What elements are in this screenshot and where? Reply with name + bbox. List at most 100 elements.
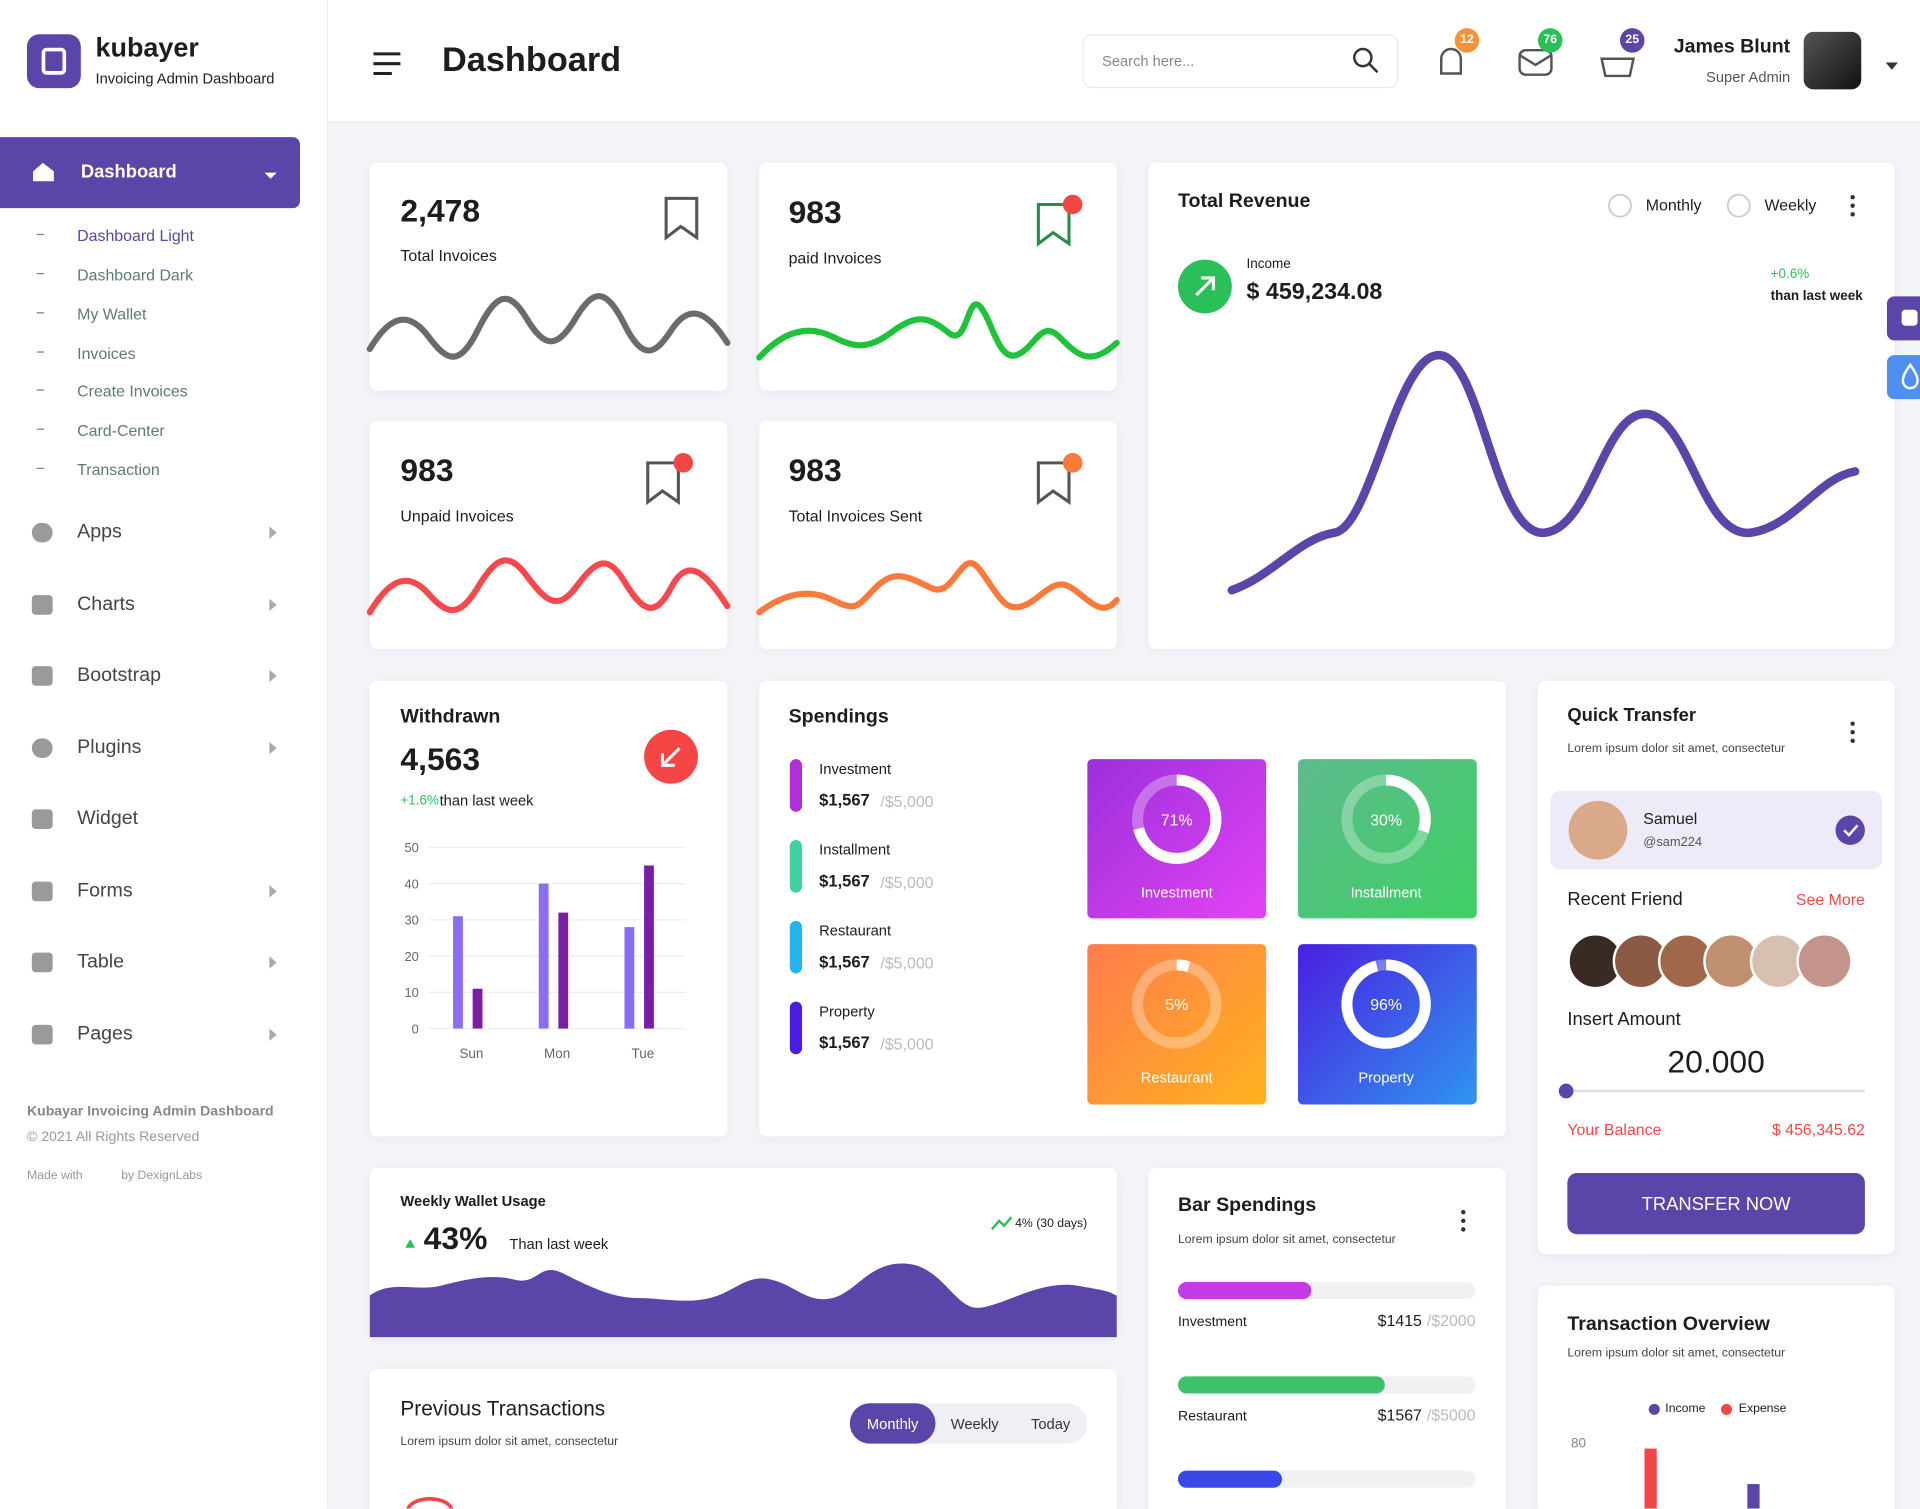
quick-transfer-card — [1537, 680, 1895, 1254]
menu-item[interactable]: Apps — [77, 521, 122, 543]
button-label: TRANSFER NOW — [1641, 1193, 1791, 1215]
card-title: Withdrawn — [400, 706, 501, 728]
submenu-item[interactable]: Create Invoices — [77, 382, 188, 401]
change: +0.6% — [1770, 266, 1810, 282]
card-title: Weekly Wallet Usage — [400, 1192, 546, 1210]
user-name: James Blunt — [1673, 36, 1791, 58]
badge-count: 76 — [1543, 33, 1558, 47]
badge-count: 12 — [1460, 33, 1474, 47]
logo-glyph — [41, 47, 67, 75]
stat-value: 983 — [400, 451, 454, 489]
spending-limit: /$5,000 — [880, 1034, 934, 1054]
card-subtitle: Lorem ipsum dolor sit amet, consectetur — [1177, 1233, 1396, 1247]
submenu-item[interactable]: Transaction — [77, 460, 160, 479]
menu-icon — [31, 1024, 53, 1044]
footer-by: by DexignLabs — [121, 1169, 203, 1183]
menu-item[interactable]: Bootstrap — [77, 664, 162, 686]
submenu-item[interactable]: Invoices — [77, 344, 136, 363]
card-title: Quick Transfer — [1567, 705, 1696, 727]
menu-icon — [31, 952, 53, 973]
menu-item[interactable]: Plugins — [77, 736, 142, 758]
menu-item[interactable]: Pages — [77, 1023, 133, 1044]
submenu-item[interactable]: My Wallet — [77, 304, 147, 324]
see-more[interactable]: See More — [1795, 890, 1865, 909]
search-placeholder: Search here... — [1102, 52, 1195, 70]
item-amount: $1567 — [1377, 1405, 1422, 1425]
page-title: Dashboard — [442, 40, 622, 79]
spending-limit: /$5,000 — [880, 873, 934, 892]
spending-amount: $1,567 — [819, 871, 870, 891]
active-tab[interactable] — [849, 1403, 936, 1444]
tab[interactable]: Weekly — [950, 1415, 999, 1433]
section-label: Recent Friend — [1567, 888, 1683, 910]
y-tick-label: 80 — [1571, 1436, 1587, 1452]
transaction-overview-card — [1537, 1285, 1895, 1509]
active-menu-label: Dashboard — [80, 161, 177, 183]
submenu-dash — [36, 351, 45, 353]
footer-line: Kubayar Invoicing Admin Dashboard — [26, 1104, 274, 1120]
card-title: Transaction Overview — [1567, 1313, 1770, 1335]
stat-value: 983 — [788, 193, 842, 231]
change-note: than last week — [1770, 288, 1863, 304]
card-subtitle: Lorem ipsum dolor sit amet, consectetur — [1567, 742, 1786, 756]
stat-label: Unpaid Invoices — [400, 506, 514, 526]
submenu-item[interactable]: Dashboard Light — [77, 226, 194, 245]
balance: $ 456,345.62 — [1771, 1120, 1865, 1139]
donut-tile — [1087, 759, 1267, 919]
item-name: Restaurant — [1177, 1409, 1247, 1425]
contact-name: Samuel — [1643, 809, 1698, 828]
submenu-item[interactable]: Dashboard Dark — [77, 265, 194, 285]
stat-label: paid Invoices — [788, 248, 882, 267]
revenue-card — [1148, 162, 1895, 649]
stat-value: 2,478 — [400, 192, 481, 229]
income-label: Income — [1246, 257, 1291, 272]
submenu-dash — [36, 389, 45, 391]
submenu-dash — [36, 233, 45, 236]
contact-box[interactable] — [1550, 791, 1883, 870]
theme-tab[interactable] — [1886, 355, 1920, 400]
stat-value: 983 — [788, 451, 842, 489]
menu-arrow — [269, 669, 277, 683]
sidebar — [0, 0, 329, 1509]
spending-name: Investment — [819, 760, 892, 778]
spending-amount: $1,567 — [819, 952, 870, 972]
menu-icon — [31, 737, 53, 758]
menu-item[interactable]: Table — [77, 951, 124, 973]
spending-limit: /$5,000 — [880, 953, 934, 973]
item-limit: /$5000 — [1426, 1405, 1476, 1425]
menu-item[interactable]: Forms — [77, 879, 133, 901]
user-avatar[interactable] — [1803, 31, 1862, 90]
spending-name: Installment — [819, 841, 891, 859]
change-note: than last week — [439, 792, 534, 810]
menu-item[interactable]: Charts — [77, 593, 135, 615]
card-title: Total Revenue — [1177, 191, 1311, 212]
spending-name: Restaurant — [819, 922, 892, 940]
option-label[interactable]: Weekly — [1764, 195, 1817, 215]
menu-item[interactable]: Widget — [77, 808, 139, 829]
withdrawn-value: 4,563 — [400, 740, 481, 778]
option-label[interactable]: Monthly — [1645, 195, 1702, 215]
search-box[interactable] — [1082, 34, 1399, 89]
card-title: Previous Transactions — [400, 1397, 606, 1421]
tab[interactable]: Monthly — [866, 1415, 919, 1433]
submenu-item[interactable]: Card-Center — [77, 421, 165, 440]
wallet-trend: 4% (30 days) — [1015, 1217, 1088, 1231]
logo[interactable] — [26, 34, 81, 89]
footer-line: © 2021 All Rights Reserved — [26, 1130, 200, 1145]
menu-icon — [31, 809, 53, 829]
wallet-note: Than last week — [509, 1235, 609, 1253]
bar-spendings-card — [1148, 1168, 1507, 1509]
income-value: $ 459,234.08 — [1246, 279, 1383, 305]
card-title: Bar Spendings — [1177, 1195, 1317, 1216]
spending-amount: $1,567 — [819, 791, 870, 810]
header — [328, 0, 1920, 123]
settings-tab[interactable] — [1886, 296, 1920, 341]
balance-label: Your Balance — [1567, 1120, 1662, 1139]
card-subtitle: Lorem ipsum dolor sit amet, consectetur — [400, 1435, 619, 1449]
tab[interactable]: Today — [1031, 1415, 1071, 1433]
stat-label: Total Invoices Sent — [788, 506, 923, 526]
amount[interactable]: 20.000 — [1667, 1043, 1765, 1081]
transfer-button[interactable] — [1567, 1173, 1865, 1235]
submenu-dash — [36, 312, 45, 314]
